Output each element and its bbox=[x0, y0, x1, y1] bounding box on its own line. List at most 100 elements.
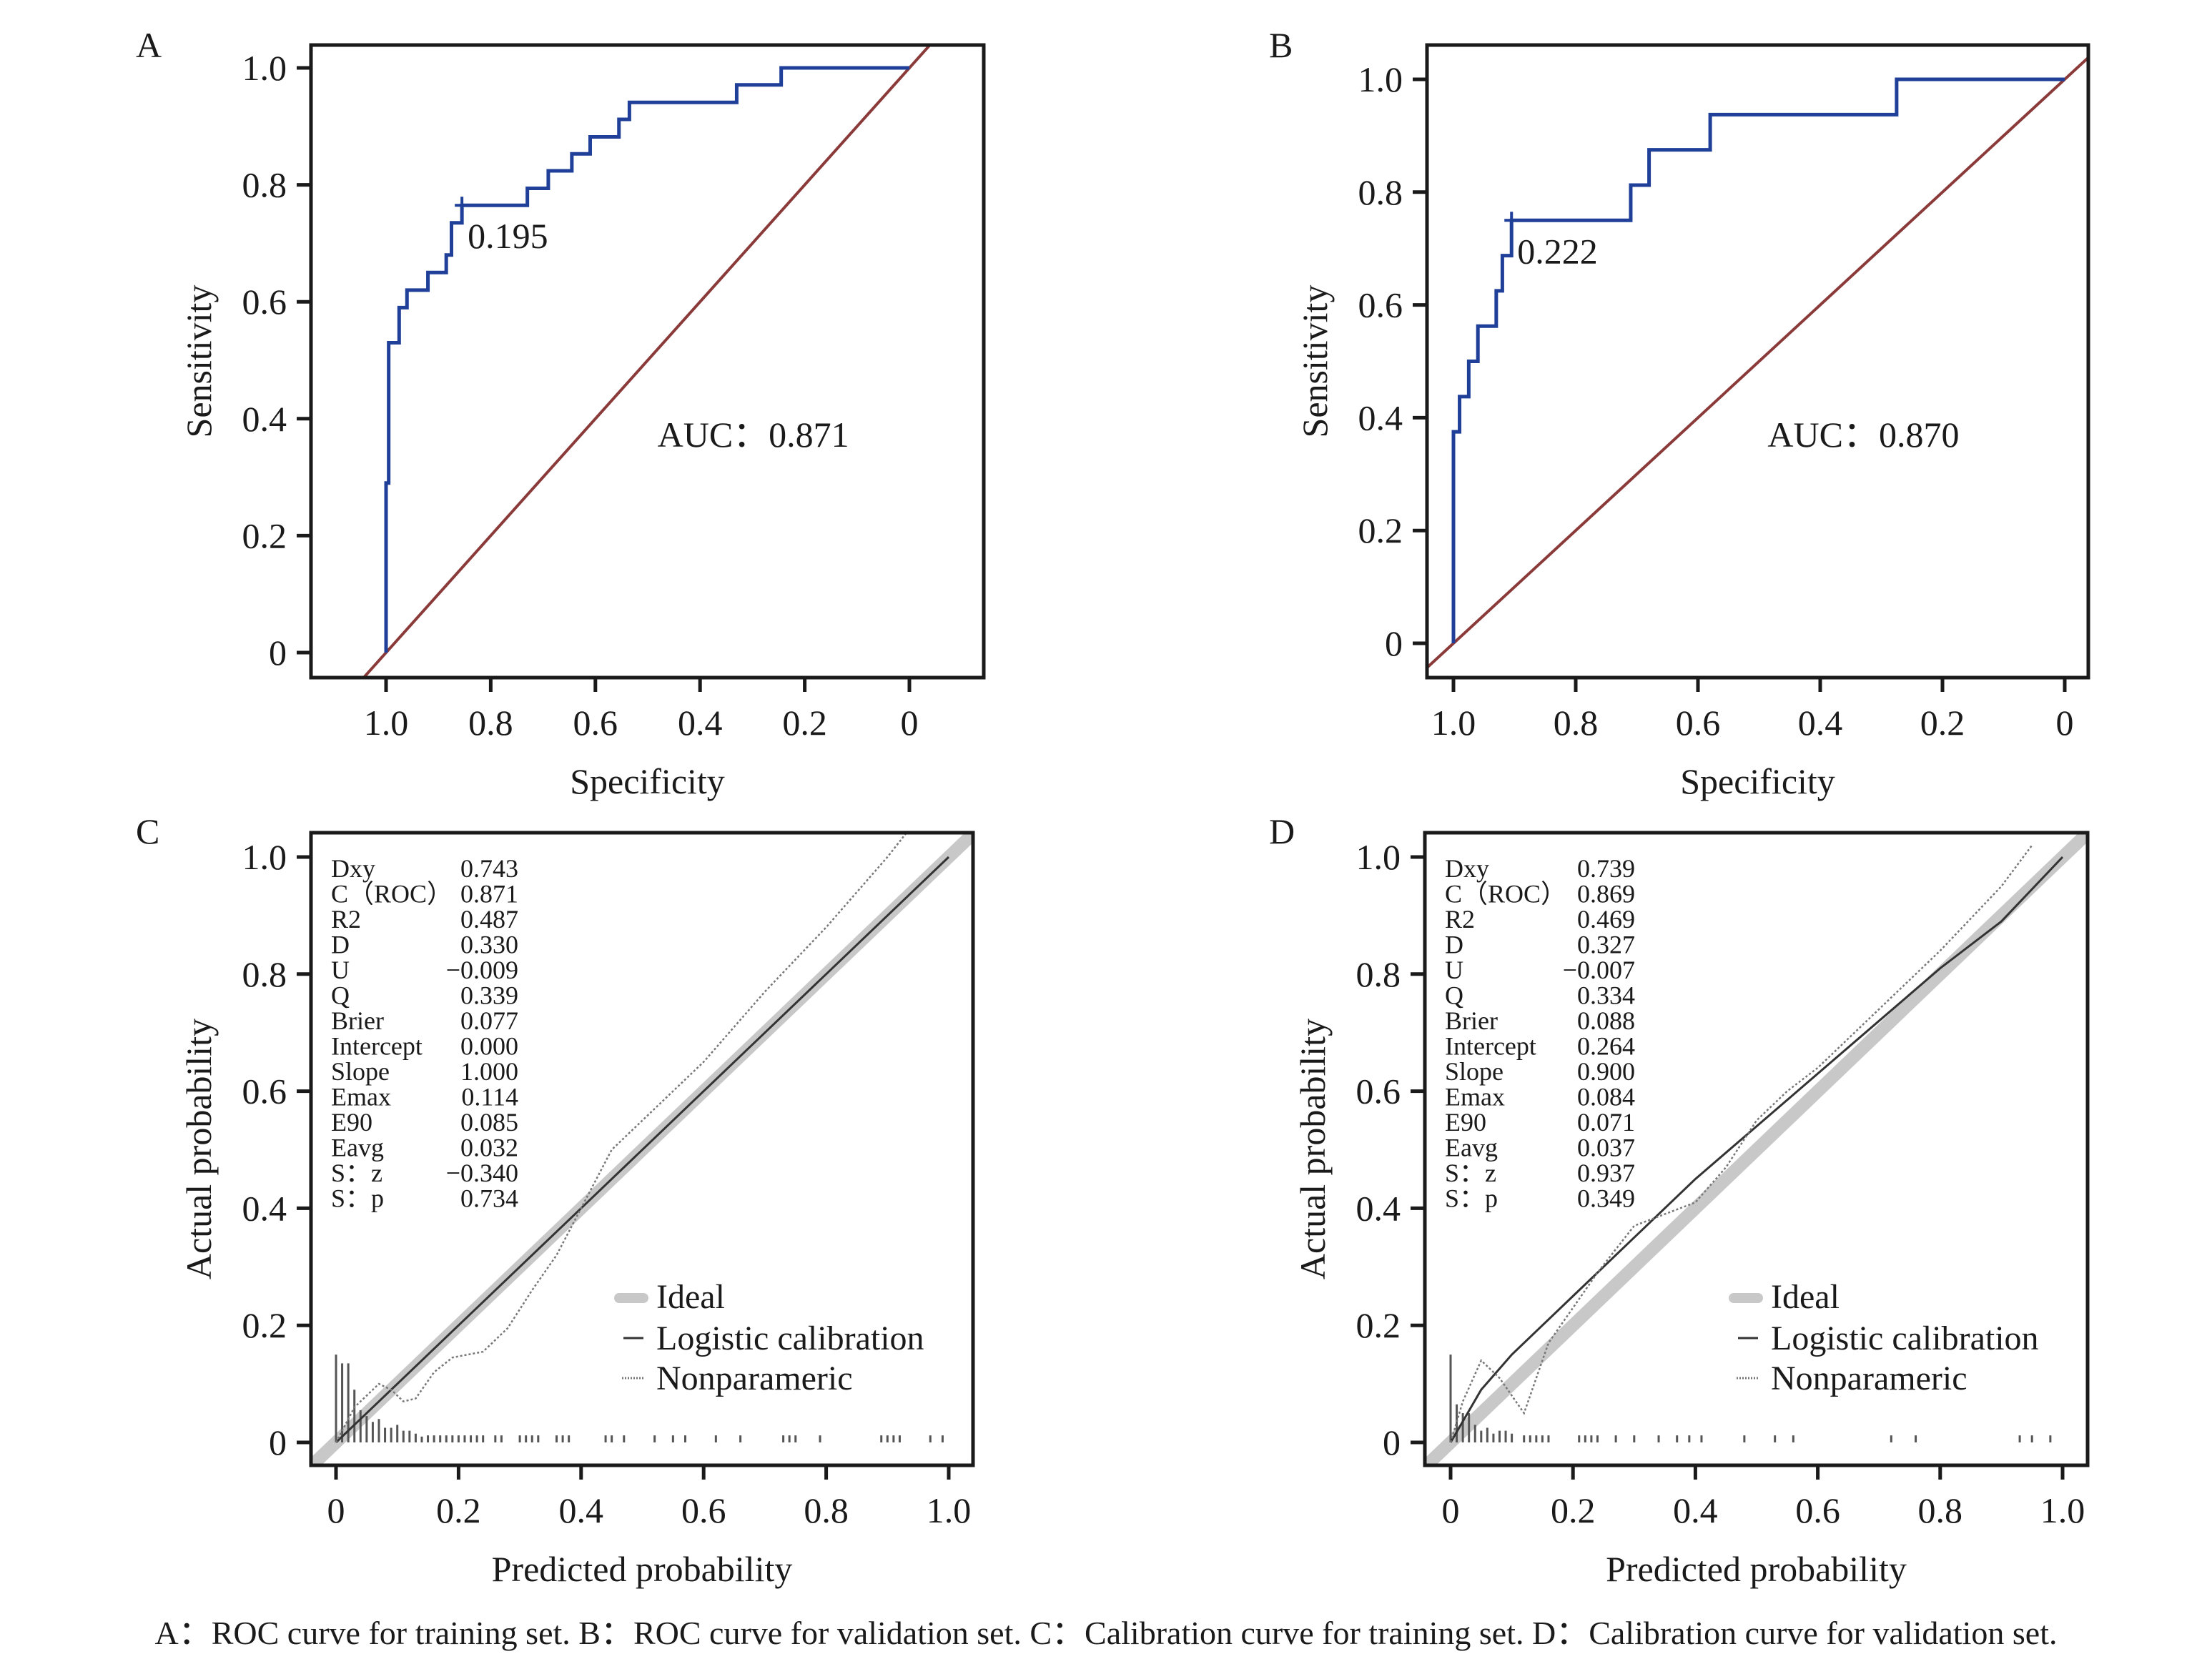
stat-label: Q bbox=[1445, 981, 1463, 1010]
y-tick-label: 0.6 bbox=[242, 282, 287, 322]
y-tick-label: 1.0 bbox=[242, 48, 287, 88]
stat-value: 0.469 bbox=[1577, 905, 1635, 933]
cutoff-label: 0.195 bbox=[468, 216, 548, 256]
logistic-calibration-line bbox=[1449, 856, 2064, 1443]
x-tick-label: 1.0 bbox=[2040, 1490, 2085, 1530]
y-tick-label: 0.2 bbox=[242, 515, 287, 555]
stat-label: E90 bbox=[331, 1108, 372, 1136]
y-tick-label: 0.8 bbox=[242, 954, 287, 994]
stat-label: Dxy bbox=[331, 854, 375, 883]
stat-label: S：z bbox=[1445, 1159, 1496, 1187]
stat-value: 0.900 bbox=[1577, 1057, 1635, 1086]
x-tick-label: 0.8 bbox=[468, 703, 513, 743]
stat-label: C（ROC） bbox=[1445, 880, 1566, 908]
y-tick-label: 1.0 bbox=[1358, 59, 1403, 99]
x-tick-label: 0.4 bbox=[1673, 1490, 1718, 1530]
y-tick-label: 0.8 bbox=[1358, 172, 1403, 212]
stat-value: 0.264 bbox=[1577, 1032, 1635, 1061]
x-tick-label: 1.0 bbox=[1431, 703, 1476, 743]
x-tick-label: 0 bbox=[327, 1490, 345, 1530]
plot-frame bbox=[309, 831, 975, 1467]
stat-value: 0.000 bbox=[460, 1032, 518, 1061]
plot-frame bbox=[1423, 831, 2090, 1467]
x-tick-label: 0.4 bbox=[678, 703, 723, 743]
y-tick-label: 0.6 bbox=[1356, 1071, 1401, 1111]
x-axis-label: Specificity bbox=[1680, 761, 1835, 801]
plot-area bbox=[311, 833, 973, 1465]
stat-value: −0.007 bbox=[1563, 956, 1635, 984]
stat-value: 0.085 bbox=[460, 1108, 518, 1136]
x-tick-label: 0.6 bbox=[681, 1490, 726, 1530]
legend-nonparametric-label: Nonparameric bbox=[656, 1360, 853, 1397]
stat-label: Eavg bbox=[1445, 1134, 1498, 1162]
stat-label: S：p bbox=[331, 1184, 384, 1213]
stat-value: 0.734 bbox=[460, 1184, 518, 1213]
legend-ideal-label: Ideal bbox=[656, 1278, 725, 1316]
auc-label: AUC：0.870 bbox=[1767, 415, 1959, 455]
x-tick-label: 0.8 bbox=[804, 1490, 849, 1530]
stat-value: 0.937 bbox=[1577, 1159, 1635, 1187]
stat-label: S：z bbox=[331, 1159, 382, 1187]
y-tick-label: 0.6 bbox=[242, 1071, 287, 1111]
stat-label: R2 bbox=[331, 905, 361, 933]
figure-caption: A：ROC curve for training set. B：ROC curv… bbox=[155, 1615, 2058, 1651]
cutoff-label: 0.222 bbox=[1517, 231, 1598, 271]
y-tick-label: 0.8 bbox=[242, 165, 287, 205]
x-tick-label: 0.2 bbox=[1551, 1490, 1596, 1530]
x-tick-label: 0.6 bbox=[1795, 1490, 1840, 1530]
stat-value: 0.077 bbox=[460, 1006, 518, 1035]
stat-value: 0.869 bbox=[1577, 880, 1635, 908]
x-tick-label: 0.4 bbox=[1798, 703, 1843, 743]
y-tick-label: 0 bbox=[1385, 623, 1403, 663]
stat-label: Intercept bbox=[331, 1032, 423, 1061]
panel-label: A bbox=[136, 25, 162, 65]
reference-diagonal-line bbox=[361, 45, 932, 678]
x-tick-label: 0.8 bbox=[1918, 1490, 1963, 1530]
reference-diagonal-line bbox=[1427, 56, 2088, 669]
stat-value: 0.487 bbox=[460, 905, 518, 933]
legend-nonparametric-label: Nonparameric bbox=[1771, 1360, 1967, 1397]
stat-label: Emax bbox=[1445, 1083, 1505, 1111]
stat-label: Dxy bbox=[1445, 854, 1489, 883]
stat-value: 0.739 bbox=[1577, 854, 1635, 883]
panel-label: C bbox=[136, 811, 159, 851]
legend-logistic-label: Logistic calibration bbox=[1771, 1319, 2039, 1357]
y-tick-label: 0.4 bbox=[242, 1188, 287, 1228]
y-axis-label: Sensitivity bbox=[1295, 285, 1335, 438]
x-tick-label: 0.2 bbox=[436, 1490, 481, 1530]
x-tick-label: 0.2 bbox=[1920, 703, 1965, 743]
y-tick-label: 0.2 bbox=[242, 1305, 287, 1345]
roc-curve bbox=[1451, 77, 2065, 643]
nonparametric-line bbox=[1449, 844, 2033, 1443]
stat-value: 0.871 bbox=[460, 880, 518, 908]
stat-value: 0.327 bbox=[1577, 931, 1635, 959]
panel-a-roc-training: A 0.195 AUC：0.871 0 0.2 0.4 0.6 0.8 1.0 1.0 0.8 0.6… bbox=[136, 25, 986, 801]
x-tick-label: 1.0 bbox=[364, 703, 409, 743]
stat-label: E90 bbox=[1445, 1108, 1486, 1136]
legend-logistic-label: Logistic calibration bbox=[656, 1319, 924, 1357]
stat-value: 0.339 bbox=[460, 981, 518, 1010]
auc-label: AUC：0.871 bbox=[658, 415, 849, 455]
x-tick-label: 0 bbox=[2056, 703, 2074, 743]
stat-value: 0.349 bbox=[1577, 1184, 1635, 1213]
stat-label: R2 bbox=[1445, 905, 1475, 933]
stat-label: Eavg bbox=[331, 1134, 384, 1162]
y-tick-label: 0 bbox=[269, 1422, 287, 1462]
ideal-line bbox=[1425, 833, 2088, 1465]
y-axis-label: Sensitivity bbox=[179, 285, 219, 438]
stat-label: Slope bbox=[331, 1057, 390, 1086]
x-tick-label: 0.4 bbox=[559, 1490, 604, 1530]
stat-value: 0.088 bbox=[1577, 1006, 1635, 1035]
y-tick-label: 0.6 bbox=[1358, 285, 1403, 325]
x-axis-label: Specificity bbox=[570, 761, 725, 801]
x-tick-label: 0 bbox=[901, 703, 919, 743]
roc-curve bbox=[384, 66, 909, 653]
stat-label: D bbox=[1445, 931, 1463, 959]
x-tick-label: 0.6 bbox=[573, 703, 618, 743]
y-tick-label: 1.0 bbox=[1356, 837, 1401, 877]
y-axis-label: Actual probability bbox=[1293, 1019, 1333, 1279]
legend-ideal-label: Ideal bbox=[1771, 1278, 1840, 1316]
stat-value: −0.340 bbox=[446, 1159, 518, 1187]
